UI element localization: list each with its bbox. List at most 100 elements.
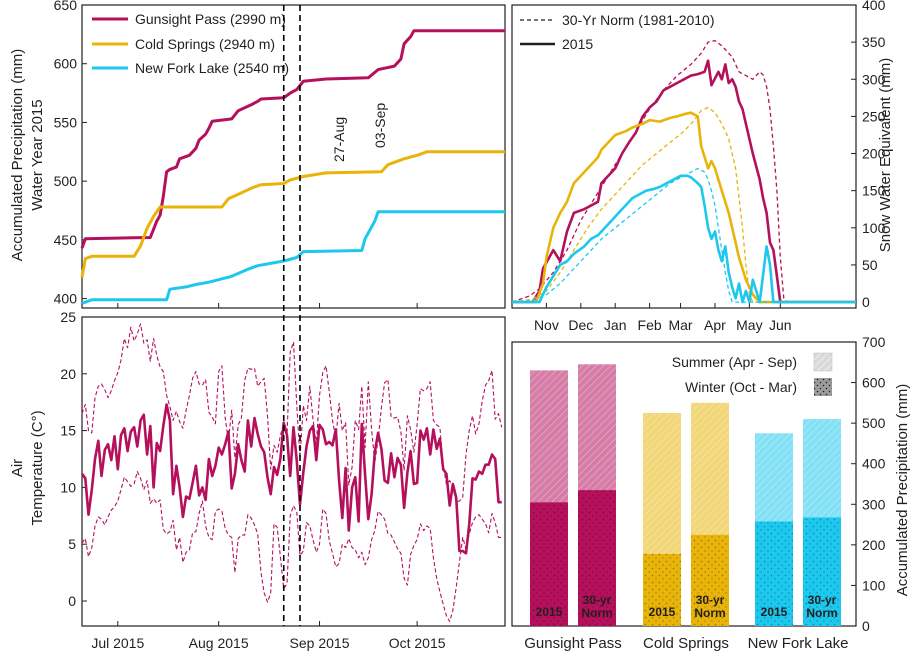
bar-label-line1: 30-yr: [583, 593, 612, 607]
bar-summer-hatch-cold: [691, 402, 729, 535]
temp-y-ticks: 0 5 10 15 20 25: [60, 309, 87, 609]
swe-y-tick-label: 0: [862, 294, 870, 310]
swe-x-tick-label: Mar: [668, 317, 692, 333]
temp-y-label: Air: [9, 459, 26, 477]
bar-group-label: New Fork Lake: [748, 635, 849, 652]
swe-y-ticks: 0 50 100 150 200 250 300 350 400: [851, 0, 886, 310]
legend-2015: 2015: [562, 36, 593, 52]
swe-x-tick-label: Apr: [704, 317, 726, 333]
swe-panel-frame: [511, 4, 857, 309]
swe-x-tick-label: May: [736, 317, 762, 333]
precip-series-gunsight: [80, 29, 505, 249]
bar-winter-dots-cold: [643, 553, 681, 626]
swe-series-gunsight-solid: [512, 59, 856, 304]
precip-series-cold: [80, 150, 505, 278]
bar-winter-dots-gunsight: [578, 490, 616, 626]
bar-label: 2015: [761, 605, 788, 619]
temp-y-tick-label: 20: [60, 366, 76, 382]
bar-group-label: Gunsight Pass: [524, 635, 622, 652]
swe-y-tick-label: 250: [862, 108, 886, 124]
temp-y-tick-label: 5: [68, 536, 76, 552]
bar-summer-hatch-gunsight: [578, 364, 616, 491]
bar-winter-dots-newfork: [803, 517, 841, 626]
temp-mean-line: [80, 403, 502, 555]
bar-y-tick-label: 0: [862, 618, 870, 634]
bar-label-line2: Norm: [581, 606, 612, 620]
swe-y-tick-label: 400: [862, 0, 886, 13]
swe-x-tick-label: Dec: [568, 317, 593, 333]
swe-y-tick-label: 150: [862, 183, 886, 199]
precip-y-label: Accumulated Precipitation (mm): [9, 49, 26, 262]
legend-winter: Winter (Oct - Mar): [685, 379, 797, 395]
swe-y-tick-label: 350: [862, 34, 886, 50]
precip-legend: Gunsight Pass (2990 m) Cold Springs (294…: [92, 11, 289, 76]
swe-x-tick-label: Nov: [534, 317, 559, 333]
swe-y-tick-label: 300: [862, 71, 886, 87]
legend-swatch-summer: [813, 352, 833, 372]
temp-norm-max-line: [81, 323, 503, 503]
temp-norm-min-line: [81, 470, 502, 623]
bar-label-line2: Norm: [806, 606, 837, 620]
swe-series-cold-dashed: [511, 106, 856, 303]
legend-norm: 30-Yr Norm (1981-2010): [562, 12, 715, 28]
bar-label: 2015: [649, 605, 676, 619]
temp-y-tick-label: 15: [60, 423, 76, 439]
bar-y-ticks: 0 100 200 300 400 500 600 700: [851, 334, 886, 634]
bar-summer-hatch-newfork: [803, 419, 841, 518]
bar-y-tick-label: 300: [862, 496, 886, 512]
swe-y-tick-label: 50: [862, 257, 878, 273]
precip-series-newfork: [81, 210, 505, 305]
bar-label-line1: 30-yr: [808, 593, 837, 607]
swe-y-tick-label: 200: [862, 146, 886, 162]
swe-x-tick-label: Feb: [638, 317, 662, 333]
bar-panel-frame: [511, 341, 857, 627]
legend-summer: Summer (Apr - Sep): [672, 354, 797, 370]
precip-y-tick-label: 600: [54, 56, 78, 72]
bar-y-tick-label: 200: [862, 537, 886, 553]
bar-summer-hatch-newfork: [755, 433, 793, 522]
temp-x-ticks: Jul 2015 Aug 2015 Sep 2015 Oct 2015: [91, 621, 446, 651]
swe-series-newfork-solid: [512, 174, 856, 304]
temp-x-tick-label: Oct 2015: [389, 635, 446, 651]
precip-x-ticks: [117, 303, 418, 308]
bar-y-label: Accumulated Precipitation (mm): [894, 384, 911, 597]
bar-y-tick-label: 700: [862, 334, 886, 350]
legend-cold: Cold Springs (2940 m): [135, 36, 275, 52]
event-lines: [282, 5, 301, 626]
event-label-03sep: 03-Sep: [372, 103, 388, 148]
temp-y-tick-label: 10: [60, 479, 76, 495]
temp-lines: [80, 323, 503, 623]
bar-group-label: Cold Springs: [643, 635, 729, 652]
swe-legend: 30-Yr Norm (1981-2010) 2015: [520, 12, 715, 52]
precip-y-label-2: Water Year 2015: [29, 99, 46, 210]
bar-winter-dots-gunsight: [530, 502, 568, 626]
bar-y-tick-label: 500: [862, 415, 886, 431]
temp-panel-frame: [81, 316, 506, 627]
precip-lines: [80, 29, 505, 305]
precip-y-tick-label: 400: [54, 291, 78, 307]
bar-label: 2015: [536, 605, 563, 619]
temp-y-tick-label: 0: [68, 593, 76, 609]
swe-series-cold-solid: [512, 111, 856, 304]
temp-y-tick-label: 25: [60, 309, 76, 325]
precip-y-tick-label: 500: [54, 173, 78, 189]
bar-winter-dots-cold: [691, 534, 729, 626]
legend-newfork: New Fork Lake (2540 m): [135, 60, 289, 76]
temp-x-tick-label: Jul 2015: [91, 635, 144, 651]
legend-gunsight: Gunsight Pass (2990 m): [135, 11, 286, 27]
bar-y-tick-label: 600: [862, 375, 886, 391]
precip-panel-frame: [81, 4, 506, 309]
bar-summer-hatch-gunsight: [530, 370, 568, 503]
precip-y-ticks: 400 450 500 550 600 650: [54, 0, 87, 307]
precip-y-tick-label: 450: [54, 232, 78, 248]
swe-lines: [511, 39, 856, 304]
swe-x-tick-label: Jan: [604, 317, 627, 333]
bar-y-tick-label: 400: [862, 456, 886, 472]
bar-label-line2: Norm: [694, 606, 725, 620]
swe-series-gunsight-dashed: [511, 39, 856, 303]
bar-summer-hatch-cold: [643, 413, 681, 554]
bar-legend: Summer (Apr - Sep) Winter (Oct - Mar): [672, 352, 833, 396]
temp-x-tick-label: Sep 2015: [290, 635, 350, 651]
